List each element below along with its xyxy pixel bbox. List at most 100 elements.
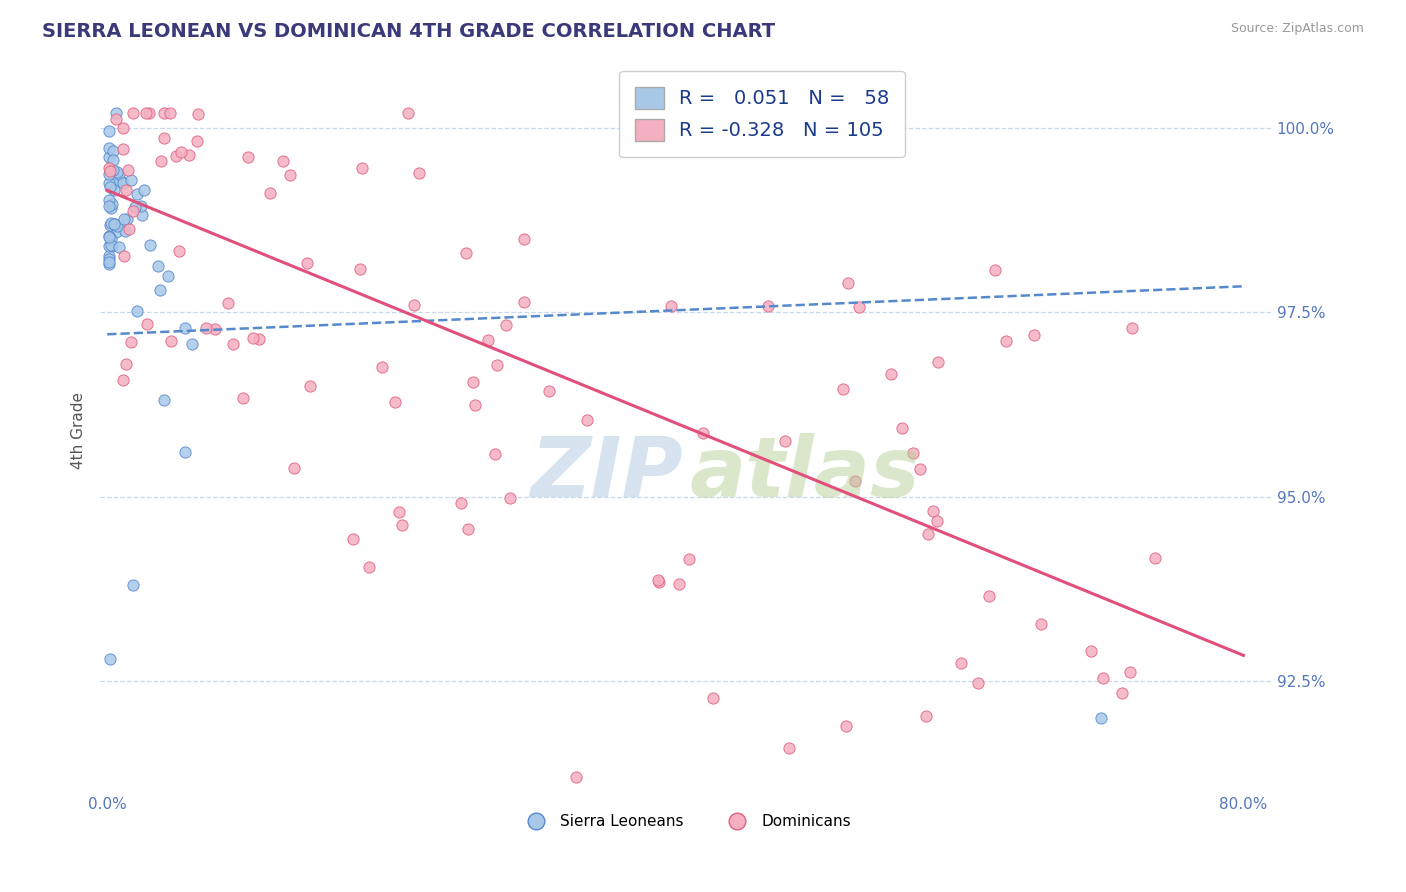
Text: ZIP: ZIP [530,434,682,514]
Point [659,299,682,313]
Point [111,121,134,136]
Point [105,176,128,190]
Point [111,176,134,190]
Point [927,355,949,369]
Point [114,183,136,197]
Point [450,495,472,509]
Point [97,255,120,269]
Point [104,217,127,231]
Point [103,217,125,231]
Point [391,518,413,533]
Point [177,148,200,162]
Point [513,232,536,246]
Point [967,676,990,690]
Point [105,165,128,179]
Point [844,474,866,488]
Point [115,357,138,371]
Point [702,690,724,705]
Point [404,298,426,312]
Y-axis label: 4th Grade: 4th Grade [72,392,86,468]
Point [98,141,121,155]
Point [396,105,419,120]
Point [984,263,1007,277]
Point [98,164,121,178]
Point [149,153,172,168]
Point [194,320,217,334]
Point [98,652,121,666]
Point [342,532,364,546]
Point [101,144,124,158]
Point [122,203,145,218]
Point [135,105,157,120]
Point [950,656,973,670]
Point [477,333,499,347]
Point [908,462,931,476]
Point [295,256,318,270]
Point [648,575,671,590]
Point [995,334,1018,349]
Point [153,130,176,145]
Point [97,150,120,164]
Point [132,183,155,197]
Point [97,252,120,266]
Point [848,300,870,314]
Point [139,238,162,252]
Point [120,335,142,350]
Point [832,382,855,396]
Point [98,180,121,194]
Point [1111,685,1133,699]
Point [915,708,938,723]
Point [97,167,120,181]
Point [112,249,135,263]
Point [350,161,373,175]
Point [925,514,948,528]
Point [678,552,700,566]
Point [100,197,122,211]
Point [120,173,142,187]
Point [222,337,245,351]
Text: SIERRA LEONEAN VS DOMINICAN 4TH GRADE CORRELATION CHART: SIERRA LEONEAN VS DOMINICAN 4TH GRADE CO… [42,22,775,41]
Point [100,216,122,230]
Point [105,105,128,120]
Point [101,239,124,253]
Point [1119,665,1142,680]
Point [149,284,172,298]
Point [1144,550,1167,565]
Point [97,249,120,263]
Point [98,124,121,138]
Point [384,395,406,409]
Point [159,105,181,120]
Point [499,491,522,506]
Legend: Sierra Leoneans, Dominicans: Sierra Leoneans, Dominicans [515,808,858,835]
Point [98,193,121,207]
Point [153,105,176,120]
Point [97,199,120,213]
Point [204,322,226,336]
Point [647,574,669,588]
Point [901,446,924,460]
Point [756,299,779,313]
Point [1031,616,1053,631]
Point [153,392,176,407]
Point [247,332,270,346]
Point [495,318,517,332]
Point [124,200,146,214]
Point [165,149,187,163]
Point [105,112,128,127]
Point [298,379,321,393]
Point [181,337,204,351]
Point [692,425,714,440]
Point [242,331,264,345]
Point [565,770,588,784]
Point [1092,671,1115,685]
Point [111,142,134,156]
Point [103,153,125,168]
Point [100,238,122,252]
Point [117,163,139,178]
Point [187,107,209,121]
Point [100,232,122,246]
Point [103,183,125,197]
Point [917,527,939,541]
Point [922,504,945,518]
Point [97,230,120,244]
